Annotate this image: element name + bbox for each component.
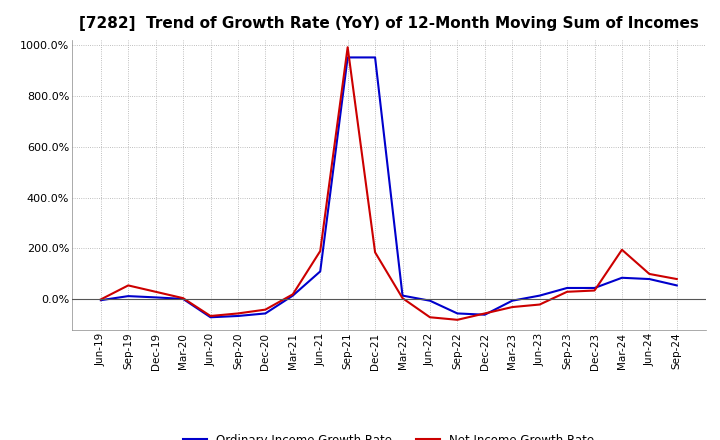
Ordinary Income Growth Rate — [426, 298, 434, 303]
Net Income Growth Rate — [480, 311, 489, 316]
Net Income Growth Rate — [124, 283, 132, 288]
Line: Net Income Growth Rate: Net Income Growth Rate — [101, 47, 677, 320]
Line: Ordinary Income Growth Rate: Ordinary Income Growth Rate — [101, 58, 677, 317]
Net Income Growth Rate — [672, 276, 681, 282]
Legend: Ordinary Income Growth Rate, Net Income Growth Rate: Ordinary Income Growth Rate, Net Income … — [179, 429, 599, 440]
Ordinary Income Growth Rate — [124, 293, 132, 299]
Net Income Growth Rate — [316, 249, 325, 254]
Net Income Growth Rate — [261, 307, 270, 312]
Ordinary Income Growth Rate — [480, 312, 489, 317]
Ordinary Income Growth Rate — [289, 293, 297, 298]
Ordinary Income Growth Rate — [508, 298, 516, 303]
Ordinary Income Growth Rate — [645, 276, 654, 282]
Ordinary Income Growth Rate — [96, 297, 105, 303]
Net Income Growth Rate — [289, 292, 297, 297]
Net Income Growth Rate — [233, 311, 242, 316]
Ordinary Income Growth Rate — [179, 296, 187, 301]
Net Income Growth Rate — [426, 315, 434, 320]
Net Income Growth Rate — [563, 289, 572, 294]
Net Income Growth Rate — [645, 271, 654, 277]
Net Income Growth Rate — [508, 304, 516, 310]
Ordinary Income Growth Rate — [672, 283, 681, 288]
Title: [7282]  Trend of Growth Rate (YoY) of 12-Month Moving Sum of Incomes: [7282] Trend of Growth Rate (YoY) of 12-… — [79, 16, 698, 32]
Ordinary Income Growth Rate — [206, 315, 215, 320]
Ordinary Income Growth Rate — [371, 55, 379, 60]
Net Income Growth Rate — [590, 288, 599, 293]
Ordinary Income Growth Rate — [343, 55, 352, 60]
Net Income Growth Rate — [96, 297, 105, 302]
Ordinary Income Growth Rate — [536, 293, 544, 298]
Net Income Growth Rate — [206, 313, 215, 319]
Ordinary Income Growth Rate — [618, 275, 626, 280]
Ordinary Income Growth Rate — [453, 311, 462, 316]
Net Income Growth Rate — [343, 44, 352, 50]
Net Income Growth Rate — [371, 249, 379, 255]
Net Income Growth Rate — [179, 296, 187, 301]
Ordinary Income Growth Rate — [316, 269, 325, 274]
Net Income Growth Rate — [151, 289, 160, 294]
Ordinary Income Growth Rate — [590, 285, 599, 290]
Ordinary Income Growth Rate — [233, 313, 242, 319]
Net Income Growth Rate — [618, 247, 626, 253]
Net Income Growth Rate — [536, 302, 544, 307]
Ordinary Income Growth Rate — [398, 293, 407, 298]
Net Income Growth Rate — [398, 296, 407, 301]
Ordinary Income Growth Rate — [151, 295, 160, 300]
Ordinary Income Growth Rate — [261, 311, 270, 316]
Ordinary Income Growth Rate — [563, 285, 572, 290]
Net Income Growth Rate — [453, 317, 462, 323]
